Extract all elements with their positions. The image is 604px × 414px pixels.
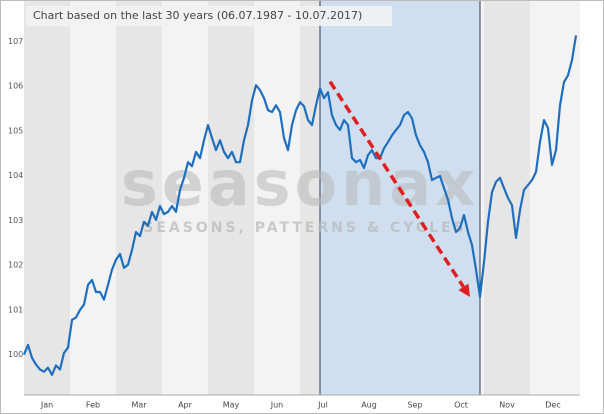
trend-arrow [328, 80, 465, 288]
x-tick-label: May [223, 401, 240, 410]
y-tick-label: 101 [8, 305, 23, 314]
title-box [26, 6, 392, 26]
month-band [24, 1, 70, 395]
x-tick-label: Feb [86, 401, 100, 410]
y-tick-label: 105 [8, 126, 23, 135]
month-band [116, 1, 162, 395]
x-tick-label: Nov [499, 401, 515, 410]
x-tick-label: Sep [407, 401, 422, 410]
chart-title: Chart based on the last 30 years (06.07.… [33, 9, 362, 22]
month-band [70, 1, 116, 395]
y-tick-label: 104 [8, 171, 23, 180]
x-tick-label: Mar [131, 401, 147, 410]
trend-arrow-head [458, 283, 470, 297]
x-tick-label: Jun [270, 401, 284, 410]
highlight-region [320, 1, 480, 395]
watermark-subtitle: SEASONS, PATTERNS & CYCLES [143, 220, 466, 236]
y-tick-label: 103 [8, 216, 23, 225]
x-tick-label: Oct [454, 401, 468, 410]
watermark: seasonax [121, 147, 479, 220]
month-band [530, 1, 580, 395]
month-band [254, 1, 300, 395]
x-tick-label: Aug [361, 401, 377, 410]
y-tick-label: 107 [8, 37, 23, 46]
x-tick-label: Jan [40, 401, 53, 410]
x-tick-label: Jul [317, 401, 328, 410]
x-tick-label: Apr [178, 401, 193, 410]
month-band [162, 1, 208, 395]
x-tick-label: Dec [545, 401, 560, 410]
y-tick-label: 100 [8, 350, 23, 359]
y-tick-label: 102 [8, 261, 23, 270]
series-line [22, 35, 578, 376]
month-band [208, 1, 254, 395]
y-tick-label: 106 [8, 82, 23, 91]
